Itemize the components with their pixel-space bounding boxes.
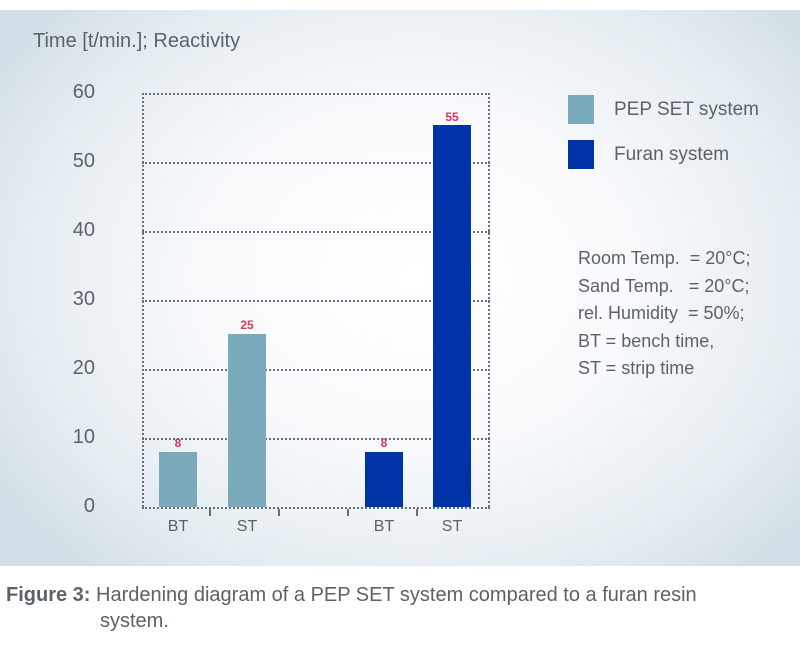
caption-label: Figure 3: xyxy=(6,584,91,606)
value-label-pepset-bt: 8 xyxy=(174,436,182,450)
value-label-pepset-st: 25 xyxy=(240,318,254,332)
note-bench-time: BT = bench time, xyxy=(578,330,715,351)
value-label-furan-bt: 8 xyxy=(380,436,388,450)
gridline-20 xyxy=(142,369,490,371)
gridline-50 xyxy=(142,162,490,164)
y-tick-10: 10 xyxy=(72,426,95,448)
x-label-pepset-st: ST xyxy=(236,518,258,535)
bar-furan-st xyxy=(433,125,471,507)
x-tick-mark xyxy=(209,509,211,516)
gridline-10 xyxy=(142,438,490,440)
caption-text-line1: Hardening diagram of a PEP SET system co… xyxy=(90,584,697,606)
legend-item-pepset: PEP SET system xyxy=(568,95,759,124)
caption-text-line2: system. xyxy=(100,610,169,632)
legend-swatch-pepset xyxy=(568,95,594,124)
legend-label-furan: Furan system xyxy=(614,143,730,165)
y-axis-label: Time [t/min.]; Reactivity xyxy=(33,30,241,52)
gridline-40 xyxy=(142,231,490,233)
y-tick-40: 40 xyxy=(72,219,95,241)
y-tick-0: 0 xyxy=(83,495,95,517)
note-humidity: rel. Humidity = 50%; xyxy=(578,303,745,323)
x-axis-line xyxy=(142,507,490,509)
legend-item-furan: Furan system xyxy=(568,140,729,169)
conditions-notes: Room Temp. = 20°C; Sand Temp. = 20°C; rel.… xyxy=(578,245,750,383)
note-room-temp: Room Temp. = 20°C; xyxy=(578,248,751,268)
figure-caption: Figure 3: Hardening diagram of a PEP SET… xyxy=(6,582,796,634)
y-tick-60: 60 xyxy=(72,81,95,103)
legend-label-pepset: PEP SET system xyxy=(614,98,760,120)
y-tick-50: 50 xyxy=(72,150,95,172)
bar-furan-bt xyxy=(365,452,403,507)
x-tick-mark xyxy=(278,509,280,516)
bar-pepset-bt xyxy=(159,452,197,507)
y-tick-30: 30 xyxy=(72,288,95,310)
gridline-60 xyxy=(142,93,490,95)
value-label-furan-st: 55 xyxy=(445,110,459,124)
x-tick-mark xyxy=(416,509,418,516)
legend-swatch-furan xyxy=(568,140,594,169)
x-label-furan-bt: BT xyxy=(373,518,395,535)
plot-area: 8 25 8 55 BT ST BT ST xyxy=(142,93,490,535)
right-border-line xyxy=(488,93,490,507)
bar-pepset-st xyxy=(228,334,266,507)
gridline-30 xyxy=(142,300,490,302)
x-label-furan-st: ST xyxy=(441,518,463,535)
note-sand-temp: Sand Temp. = 20°C; xyxy=(578,275,750,296)
x-tick-mark xyxy=(347,509,349,516)
y-axis-line xyxy=(142,93,144,507)
x-label-pepset-bt: BT xyxy=(167,518,189,535)
y-tick-20: 20 xyxy=(72,357,95,379)
note-strip-time: ST = strip time xyxy=(578,358,695,378)
